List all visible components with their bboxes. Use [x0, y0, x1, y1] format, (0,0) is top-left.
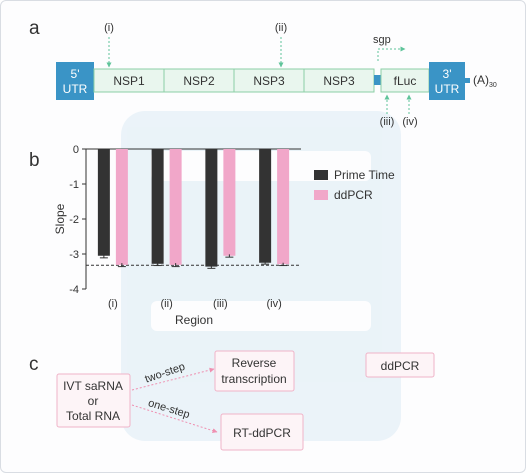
segment-nsp3-a-label: NSP3: [253, 74, 285, 88]
y-tick-label: -3: [69, 249, 79, 261]
x-tick-label: (iv): [266, 298, 281, 310]
y-tick-label: 0: [73, 144, 79, 156]
site-iii-label: (iii): [380, 116, 395, 128]
rt-ddpcr-box: [220, 413, 304, 451]
utr5-label-line1: 5': [71, 67, 80, 81]
panel-c-label: c: [29, 354, 39, 375]
bar-prime-time: [205, 149, 218, 267]
y-tick-label: -2: [69, 214, 79, 226]
input-line-2: or: [88, 394, 99, 408]
x-tick-label: (iii): [213, 298, 228, 310]
sgp-marker: [374, 75, 381, 85]
segment-nsp3-b-label: NSP3: [323, 74, 355, 88]
rt-ddpcr-label: RT-ddPCR: [233, 426, 291, 440]
x-tick-label: (ii): [161, 298, 173, 310]
site-iv-label: (iv): [402, 116, 417, 128]
sgp-label: sgp: [373, 34, 391, 46]
ddpcr-label: ddPCR: [381, 359, 420, 373]
legend-label-ddpcr: ddPCR: [334, 188, 373, 202]
site-ii-label: (ii): [275, 22, 287, 34]
ddpcr-box: [365, 352, 435, 378]
y-tick-label: -4: [69, 284, 79, 296]
utr5-label-line2: UTR: [63, 82, 88, 96]
reverse-transcription-box: [214, 350, 295, 392]
legend-label-prime-time: Prime Time: [334, 168, 395, 182]
panel-b-label: b: [29, 150, 40, 171]
segment-nsp1-label: NSP1: [113, 74, 145, 88]
bar-ddpcr: [169, 149, 182, 265]
reverse-line-2: transcription: [221, 372, 286, 386]
utr3-label-line1: 3': [443, 67, 452, 81]
utr5-box: [56, 62, 94, 100]
site-i-label: (i): [104, 22, 114, 34]
x-tick-label: (i): [108, 298, 118, 310]
input-line-1: IVT saRNA: [63, 379, 123, 393]
bar-prime-time: [151, 149, 164, 264]
bar-ddpcr: [115, 149, 128, 265]
poly-a-label: (A)30: [473, 73, 497, 89]
y-tick-label: -1: [69, 179, 79, 191]
input-box: [56, 373, 131, 428]
segment-fluc-label: fLuc: [394, 74, 417, 88]
bar-prime-time: [259, 149, 272, 263]
bar-ddpcr: [277, 149, 290, 265]
bar-ddpcr: [223, 149, 236, 256]
utr3-box: [429, 62, 465, 100]
input-line-3: Total RNA: [66, 409, 120, 423]
one-step-arrow: [131, 404, 218, 434]
panel-a-label: a: [29, 18, 40, 39]
reverse-line-1: Reverse: [232, 356, 277, 370]
legend-swatch-ddpcr: [314, 190, 328, 200]
segment-nsp2-label: NSP2: [183, 74, 215, 88]
bar-prime-time: [97, 149, 110, 256]
slope-bar-chart: 0 -1 -2 -3 -4 (i) (ii) (iii) (iv): [69, 144, 301, 310]
sgp-arrow: [377, 46, 406, 61]
legend-swatch-prime-time: [314, 170, 328, 180]
x-axis-label: Region: [175, 313, 213, 327]
utr3-label-line2: UTR: [435, 82, 460, 96]
poly-a-tail-marker: [465, 78, 470, 83]
y-axis-label: Slope: [53, 203, 67, 234]
